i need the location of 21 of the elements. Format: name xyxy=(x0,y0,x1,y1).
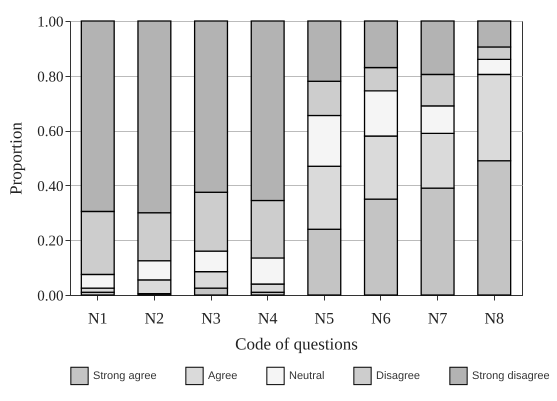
x-tick-label: N8 xyxy=(484,310,504,328)
legend-label: Strong agree xyxy=(93,370,157,382)
legend-label: Neutral xyxy=(289,370,324,382)
legend-label: Disagree xyxy=(376,370,420,382)
y-tick-label: 0.60 xyxy=(37,124,64,140)
legend-label: Strong disagree xyxy=(472,370,550,382)
y-tick-label: 1.00 xyxy=(37,14,64,30)
y-tick-label: 0.00 xyxy=(37,288,64,304)
y-tick-label: 0.80 xyxy=(37,69,64,86)
x-tick-label: N7 xyxy=(428,310,448,328)
y-tick-label: 0.40 xyxy=(37,178,64,195)
legend-label: Agree xyxy=(208,370,238,382)
x-axis-title: Code of questions xyxy=(235,334,358,354)
x-tick-label: N6 xyxy=(371,310,391,328)
x-tick-label: N4 xyxy=(258,310,278,328)
y-axis-title: Proportion xyxy=(6,122,26,195)
x-tick-label: N2 xyxy=(144,310,164,328)
x-tick-label: N3 xyxy=(201,310,221,328)
y-tick-label: 0.20 xyxy=(37,234,64,250)
x-tick-label: N5 xyxy=(314,310,334,328)
x-tick-label: N1 xyxy=(88,310,108,328)
